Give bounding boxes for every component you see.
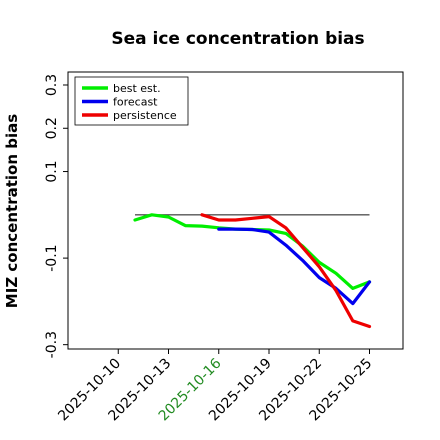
legend-label: forecast [113,96,158,109]
y-tick-label: 0.2 [44,117,60,139]
legend-label: best est. [113,82,161,95]
plot-area [133,213,372,329]
plot-frame [67,71,404,350]
series-line-persistence [200,213,372,329]
legend-label: persistence [113,109,177,122]
series-line-forecast [217,227,372,306]
y-tick-label: -0.1 [44,244,60,271]
chart-title: Sea ice concentration bias [111,29,364,49]
y-tick-label: -0.3 [44,331,60,358]
series-line-best-est [133,213,372,290]
y-axis-label: MIZ concentration bias [3,114,21,308]
y-tick-label: 0.3 [44,74,60,96]
y-tick-label: 0.1 [44,160,60,182]
